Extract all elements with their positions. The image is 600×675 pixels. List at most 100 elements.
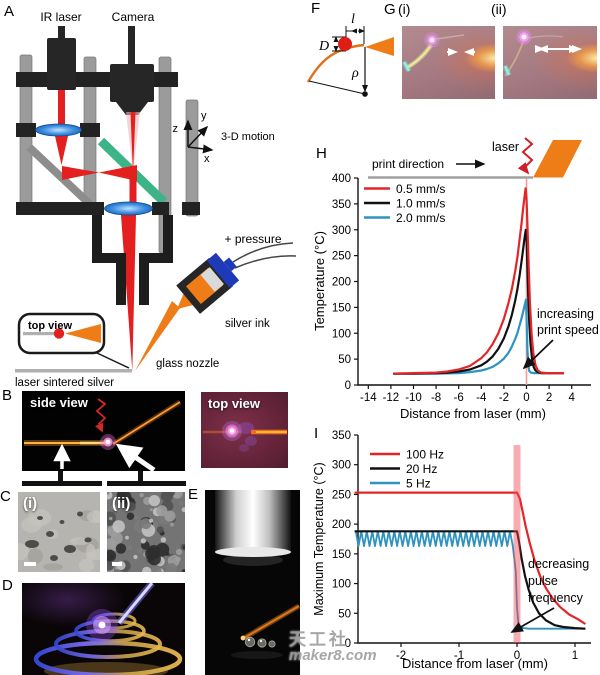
glass-nozzle-label: glass nozzle (156, 358, 219, 370)
series-5-Hz (354, 530, 586, 630)
center-dot (362, 91, 368, 97)
grain (170, 522, 174, 527)
substrate-line (15, 369, 132, 373)
clamp-right (80, 123, 100, 137)
panel-c-photo-i (18, 492, 100, 572)
y-tick-label: 250 (332, 489, 351, 501)
h-note-1: increasing (537, 307, 594, 321)
panel-i-label: I (314, 425, 318, 442)
x-tick-label: 1 (572, 650, 578, 662)
syringe (176, 252, 240, 314)
glass-nozzle (135, 301, 180, 371)
d-photo-overlay (33, 583, 183, 675)
panel-b-top-view-photo (201, 392, 288, 468)
c-ii-label: (ii) (112, 495, 131, 512)
dim-l-label: l (351, 12, 355, 27)
grain (107, 561, 114, 571)
grain (134, 515, 139, 520)
x-tick-label: -12 (383, 392, 400, 404)
grain (126, 512, 135, 521)
grain (116, 492, 127, 501)
c-i-scalebar (24, 562, 36, 566)
grain (179, 501, 184, 506)
legend-label: 0.5 mm/s (396, 182, 445, 196)
panel-f-diagram: F l D ρ (306, 0, 394, 97)
pore-blob (50, 555, 58, 561)
motion-axes (183, 119, 214, 154)
nozzle-tip (365, 37, 394, 56)
y-tick-label: 0 (345, 638, 351, 650)
x-tick-label: 0 (523, 392, 529, 404)
h-note-2: print speed (537, 323, 599, 337)
x-tick-label: -10 (405, 392, 422, 404)
lens2-bar (16, 202, 104, 215)
droplet (338, 37, 352, 51)
grain (156, 526, 164, 534)
lens-2 (104, 201, 153, 216)
grain (165, 562, 177, 572)
grain (110, 554, 114, 559)
top-view-inset (17, 312, 130, 369)
legend-label: 2.0 mm/s (396, 211, 445, 225)
bracket-bar-1 (22, 481, 102, 486)
y-tick-label: 150 (332, 302, 351, 314)
mirror (26, 144, 96, 210)
grain (126, 501, 136, 512)
motion-label: 3-D motion (221, 131, 275, 143)
y-tick-label: 200 (332, 519, 351, 531)
grain (108, 516, 113, 521)
series-1-0-mm-s (393, 228, 564, 375)
grain (148, 518, 154, 523)
pore-blob (77, 511, 83, 517)
grain (151, 566, 162, 572)
panel-f-label: F (311, 0, 320, 17)
pore-blob (59, 520, 65, 524)
dim-rho-label: ρ (351, 66, 359, 81)
x-tick-label: -2 (396, 650, 406, 662)
grain (107, 492, 110, 495)
i-note-3: frequency (528, 591, 584, 605)
substrate-label: laser sintered silver (15, 377, 114, 389)
camera-cone (130, 112, 136, 173)
grain (140, 538, 146, 544)
printhead-bracket (92, 215, 173, 305)
laser-zigzag-arrow (517, 137, 534, 175)
fiber-arc (306, 43, 365, 83)
panel-c-label: C (0, 488, 11, 505)
x-tick-label: 2 (546, 392, 552, 404)
legend-label: 5 Hz (406, 477, 431, 491)
mottle (18, 542, 30, 561)
grain (112, 520, 125, 533)
laser-band (513, 445, 521, 643)
y-tick-label: 350 (332, 430, 351, 442)
axis-z-label: z (173, 123, 179, 135)
legend-label: 1.0 mm/s (396, 197, 445, 211)
y-tick-label: 100 (332, 579, 351, 591)
grain (139, 492, 144, 498)
pore-blob (37, 516, 43, 520)
camera-label: Camera (112, 10, 155, 24)
grain (182, 545, 185, 550)
panel-e-label: E (188, 486, 199, 503)
series-100-Hz (354, 491, 586, 625)
grain (149, 508, 153, 512)
h-ylabel: Temperature (°C) (312, 231, 327, 331)
i-xlabel: Distance from laser (mm) (402, 656, 548, 671)
side-view-title: side view (30, 395, 88, 410)
panel-g-photo-i (402, 26, 495, 99)
grain (107, 538, 116, 550)
pressure-label: + pressure (224, 232, 281, 246)
legend-label: 20 Hz (406, 462, 437, 476)
x-tick-label: 0 (514, 650, 520, 662)
axis-x-label: x (204, 153, 210, 165)
arrow-stub-2 (138, 471, 143, 481)
grain (141, 566, 152, 572)
laser-label: laser (492, 140, 519, 154)
lens2-clamp (152, 202, 169, 215)
grain (175, 556, 181, 562)
l-measure (345, 26, 365, 44)
side-view-overlay (24, 398, 182, 471)
top-view-title: top view (208, 396, 261, 411)
panel-d-label: D (2, 577, 13, 594)
